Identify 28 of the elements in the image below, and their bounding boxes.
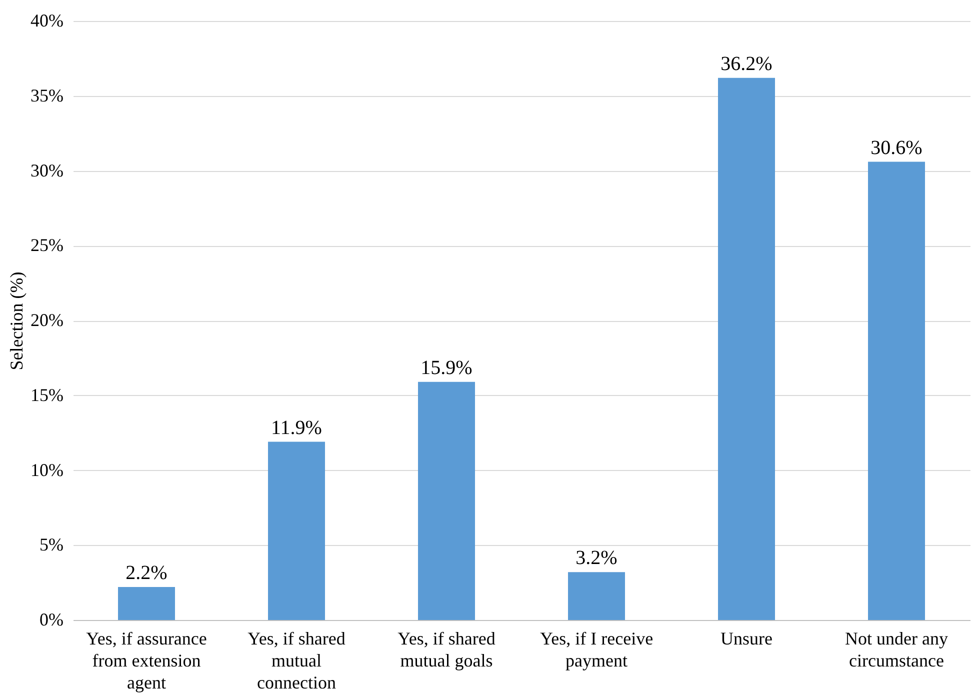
bar — [718, 78, 775, 620]
x-tick-label: Yes, if assurance from extension agent — [86, 628, 207, 692]
data-label: 30.6% — [870, 136, 922, 159]
y-tick-label: 30% — [30, 160, 64, 180]
x-tick-label: Yes, if shared mutual connection — [248, 628, 346, 692]
x-tick-label: Unsure — [720, 628, 772, 648]
data-label: 15.9% — [420, 356, 472, 379]
y-tick-label: 25% — [30, 235, 64, 256]
bar — [118, 587, 175, 620]
y-axis-title: Selection (%) — [6, 272, 27, 370]
y-tick-label: 40% — [30, 10, 64, 30]
y-tick-label: 10% — [30, 460, 64, 480]
bar — [268, 442, 325, 620]
y-tick-label: 5% — [40, 534, 64, 555]
data-label: 11.9% — [271, 416, 322, 439]
y-tick-label: 0% — [40, 610, 64, 630]
data-label: 2.2% — [126, 562, 168, 584]
y-tick-label: 20% — [30, 310, 64, 330]
x-tick-label: Yes, if I receive payment — [540, 628, 654, 670]
bar — [418, 382, 475, 620]
y-tick-label: 35% — [30, 85, 64, 106]
x-tick-label: Yes, if shared mutual goals — [398, 628, 496, 670]
data-label: 3.2% — [576, 547, 618, 570]
x-tick-label: Not under any circumstance — [845, 628, 948, 670]
bar — [568, 572, 625, 620]
bar — [868, 162, 925, 620]
data-label: 36.2% — [720, 52, 772, 75]
y-tick-label: 15% — [30, 384, 64, 405]
